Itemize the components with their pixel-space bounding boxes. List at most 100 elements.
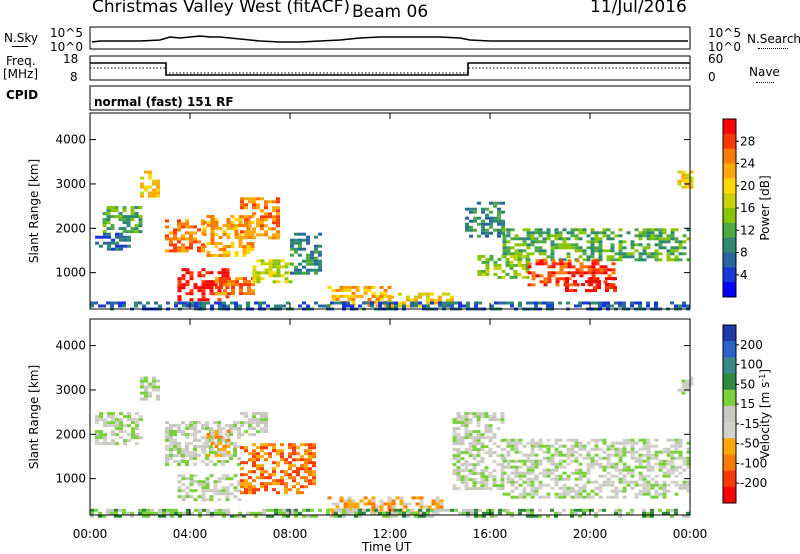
velocity-cell	[240, 461, 244, 465]
velocity-cell	[103, 439, 107, 443]
velocity-cell	[225, 495, 230, 499]
power-cell	[335, 294, 340, 298]
velocity-cell	[630, 474, 635, 478]
power-cell	[566, 301, 570, 305]
power-cell	[618, 304, 622, 308]
velocity-cell	[614, 465, 619, 469]
velocity-cell	[522, 489, 527, 493]
power-cell	[546, 301, 550, 305]
velocity-cell	[394, 514, 398, 518]
velocity-cell	[427, 505, 432, 509]
power-cell	[310, 259, 314, 263]
power-cell	[363, 285, 368, 289]
power-cell	[558, 243, 563, 247]
velocity-cell	[152, 376, 156, 380]
power-cell	[115, 235, 119, 239]
power-cell	[205, 283, 210, 287]
velocity-cell	[422, 514, 426, 518]
velocity-cell	[181, 489, 186, 493]
power-colorbar-label: 8	[740, 246, 748, 260]
velocity-cell	[674, 465, 679, 469]
velocity-cell	[626, 465, 631, 469]
velocity-cell	[214, 453, 219, 457]
velocity-cell	[686, 456, 691, 460]
power-cell	[446, 304, 450, 308]
velocity-cell	[306, 508, 310, 512]
power-cell	[230, 227, 235, 230]
power-cell	[294, 232, 298, 236]
velocity-cell	[334, 514, 338, 518]
velocity-cell	[570, 471, 575, 475]
power-cell	[206, 301, 210, 305]
power-cell	[294, 238, 298, 242]
velocity-cell	[506, 438, 511, 442]
power-cell	[542, 240, 547, 244]
velocity-cell	[292, 446, 296, 450]
power-cell	[185, 268, 190, 272]
power-cell	[522, 240, 527, 244]
velocity-cell	[114, 514, 118, 518]
velocity-cell	[586, 492, 591, 496]
velocity-cell	[111, 415, 115, 419]
velocity-cell	[490, 514, 494, 518]
power-cell	[148, 176, 152, 180]
power-cell	[590, 237, 595, 241]
power-cell	[274, 304, 278, 308]
velocity-cell	[264, 427, 268, 431]
power-cell	[310, 256, 314, 260]
velocity-cell	[296, 488, 300, 492]
velocity-cell	[464, 478, 469, 482]
velocity-cell	[218, 447, 223, 451]
power-cell	[221, 271, 226, 275]
velocity-cell	[550, 471, 555, 475]
power-cell	[501, 254, 506, 258]
velocity-cell	[518, 474, 523, 478]
velocity-cell	[646, 462, 651, 466]
velocity-cell	[95, 430, 99, 434]
power-cell	[446, 292, 450, 296]
velocity-cell	[492, 484, 497, 488]
velocity-cell	[288, 476, 292, 480]
velocity-cell	[431, 502, 436, 506]
velocity-cell	[468, 442, 473, 446]
velocity-cell	[146, 508, 150, 512]
power-cell	[127, 235, 131, 239]
power-cell	[130, 218, 135, 222]
velocity-cell	[472, 415, 477, 419]
velocity-cell	[225, 492, 230, 496]
velocity-cell	[530, 465, 535, 469]
velocity-cell	[538, 480, 543, 484]
velocity-cell	[646, 480, 651, 484]
power-cell	[610, 255, 615, 259]
power-cell	[497, 201, 501, 205]
velocity-cell	[476, 487, 481, 491]
velocity-cell	[562, 489, 567, 493]
power-heatmap	[90, 170, 694, 311]
power-cell	[398, 292, 402, 296]
power-cell	[185, 237, 189, 241]
velocity-cell	[630, 441, 635, 445]
velocity-cell	[111, 430, 115, 434]
velocity-cell	[218, 429, 223, 433]
velocity-cell	[534, 444, 539, 448]
power-cell	[339, 294, 344, 298]
velocity-cell	[468, 448, 473, 452]
power-cell	[662, 240, 667, 244]
velocity-cell	[492, 460, 497, 464]
velocity-cell	[685, 385, 690, 389]
velocity-cell	[152, 385, 156, 389]
velocity-cell	[670, 444, 675, 448]
velocity-cell	[614, 441, 619, 445]
velocity-cell	[518, 492, 523, 496]
power-cell	[590, 243, 595, 247]
power-cell	[502, 240, 507, 244]
power-cell	[181, 234, 185, 238]
velocity-cell	[460, 475, 465, 479]
velocity-cell	[119, 412, 123, 416]
velocity-cell	[510, 477, 515, 481]
velocity-cell	[550, 486, 555, 490]
velocity-cell	[618, 459, 623, 463]
power-cell	[264, 268, 269, 272]
velocity-cell	[119, 424, 123, 428]
velocity-cell	[264, 415, 268, 419]
